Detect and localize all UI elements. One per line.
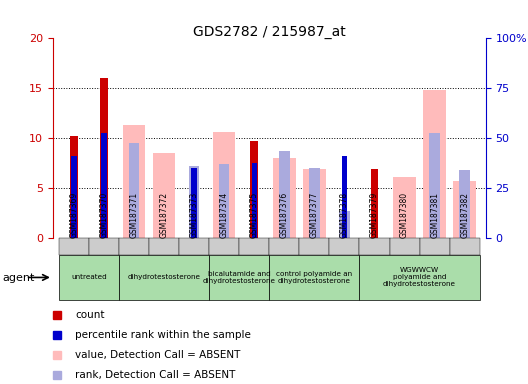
Text: count: count [76, 310, 105, 320]
Bar [390, 238, 420, 255]
Bar [273, 158, 296, 238]
Text: GSM187379: GSM187379 [370, 192, 379, 238]
Text: rank, Detection Call = ABSENT: rank, Detection Call = ABSENT [76, 370, 236, 380]
Bar [213, 132, 235, 238]
Bar [189, 166, 200, 238]
Bar [269, 238, 299, 255]
Bar [119, 238, 149, 255]
Bar [420, 238, 450, 255]
Text: untreated: untreated [71, 275, 107, 280]
Bar [219, 164, 230, 238]
Text: agent: agent [3, 273, 35, 283]
Text: control polyamide an
dihydrotestosterone: control polyamide an dihydrotestosterone [276, 271, 353, 284]
Bar [70, 136, 78, 238]
Text: value, Detection Call = ABSENT: value, Detection Call = ABSENT [76, 350, 241, 360]
Bar [299, 238, 329, 255]
Bar [393, 177, 416, 238]
Bar [309, 168, 319, 238]
Bar [119, 255, 209, 300]
Bar [59, 255, 119, 300]
Bar [89, 238, 119, 255]
Text: GDS2782 / 215987_at: GDS2782 / 215987_at [193, 25, 346, 39]
Bar [191, 174, 198, 238]
Bar [341, 223, 348, 238]
Bar [329, 238, 360, 255]
Bar [192, 168, 197, 238]
Bar [101, 133, 107, 238]
Bar [429, 133, 440, 238]
Text: dihydrotestosterone: dihydrotestosterone [128, 275, 201, 280]
Bar [59, 238, 89, 255]
Bar [360, 255, 480, 300]
Bar [179, 238, 209, 255]
Text: GSM187370: GSM187370 [99, 192, 108, 238]
Text: GSM187381: GSM187381 [430, 192, 439, 238]
Bar [459, 170, 470, 238]
Bar [303, 169, 326, 238]
Bar [71, 156, 77, 238]
Bar [239, 238, 269, 255]
Text: GSM187373: GSM187373 [190, 192, 199, 238]
Bar [360, 238, 390, 255]
Text: GSM187382: GSM187382 [460, 192, 469, 238]
Bar [342, 156, 347, 238]
Bar [209, 238, 239, 255]
Text: GSM187378: GSM187378 [340, 192, 349, 238]
Bar [251, 163, 257, 238]
Bar [129, 143, 139, 238]
Bar [450, 238, 480, 255]
Bar [149, 238, 179, 255]
Bar [269, 255, 360, 300]
Text: percentile rank within the sample: percentile rank within the sample [76, 330, 251, 340]
Text: GSM187374: GSM187374 [220, 192, 229, 238]
Bar [279, 151, 289, 238]
Text: GSM187375: GSM187375 [250, 192, 259, 238]
Text: GSM187369: GSM187369 [69, 192, 78, 238]
Text: GSM187380: GSM187380 [400, 192, 409, 238]
Bar [339, 211, 350, 238]
Bar [209, 255, 269, 300]
Bar [122, 125, 145, 238]
Bar [371, 169, 378, 238]
Bar [100, 78, 108, 238]
Text: GSM187376: GSM187376 [280, 192, 289, 238]
Text: GSM187377: GSM187377 [310, 192, 319, 238]
Text: bicalutamide and
dihydrotestosterone: bicalutamide and dihydrotestosterone [203, 271, 276, 284]
Bar [454, 181, 476, 238]
Bar [423, 90, 446, 238]
Text: GSM187372: GSM187372 [159, 192, 168, 238]
Text: WGWWCW
polyamide and
dihydrotestosterone: WGWWCW polyamide and dihydrotestosterone [383, 267, 456, 288]
Bar [250, 141, 258, 238]
Text: GSM187371: GSM187371 [129, 192, 138, 238]
Bar [153, 153, 175, 238]
